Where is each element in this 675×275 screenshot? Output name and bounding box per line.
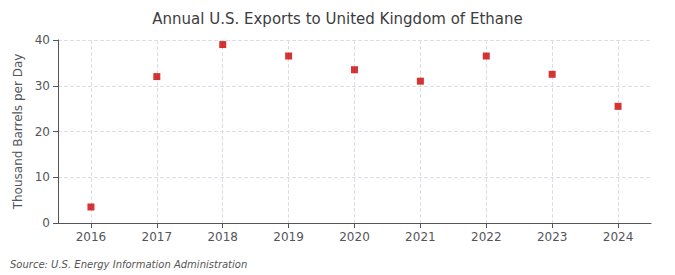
svg-text:30: 30 [35,79,50,93]
svg-text:2024: 2024 [603,230,634,244]
svg-text:2020: 2020 [339,230,370,244]
svg-text:10: 10 [35,170,50,184]
svg-text:2017: 2017 [142,230,173,244]
svg-text:2018: 2018 [207,230,238,244]
svg-text:40: 40 [35,33,50,47]
svg-text:2016: 2016 [76,230,107,244]
svg-text:Thousand Barrels per Day: Thousand Barrels per Day [11,54,25,211]
svg-text:0: 0 [42,216,50,230]
svg-text:2023: 2023 [537,230,568,244]
svg-text:2022: 2022 [471,230,502,244]
svg-text:2019: 2019 [273,230,304,244]
svg-text:2021: 2021 [405,230,436,244]
svg-text:Source: U.S. Energy Informatio: Source: U.S. Energy Information Administ… [10,259,247,270]
svg-text:Annual U.S. Exports to United: Annual U.S. Exports to United Kingdom of… [152,10,522,28]
svg-text:20: 20 [35,125,50,139]
